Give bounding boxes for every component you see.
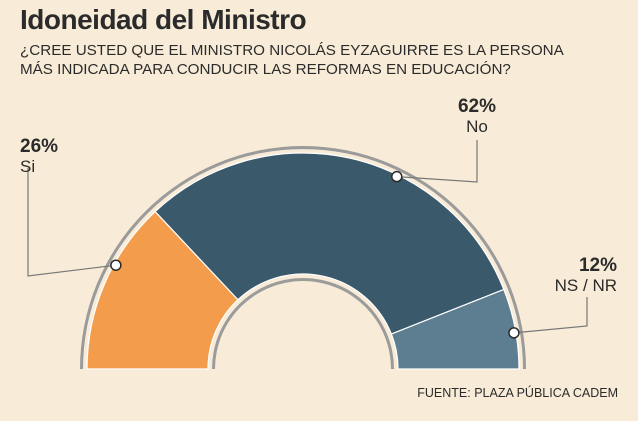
slice-no [154,152,505,335]
leader-line [513,297,588,334]
slice-marker [110,259,122,271]
slice-category-label: NS / NR [555,276,617,295]
slice-si [86,210,239,370]
source-note: FUENTE: PLAZA PÚBLICA CADEM [417,386,618,400]
leader-line [27,168,116,277]
slice-marker [508,327,520,339]
survey-question: ¿CREE USTED QUE EL MINISTRO NICOLÁS EYZA… [20,42,564,78]
slice-category-label: Si [20,157,35,176]
slice-category-label: No [466,117,488,136]
slice-value-label: 26% [20,136,58,157]
slice-ns-nr [390,288,520,370]
slice-value-label: 12% [579,255,617,276]
leader-line [396,140,478,183]
slice-marker [391,170,403,183]
slice-value-label: 62% [458,96,496,117]
chart-title: Idoneidad del Ministro [20,4,307,35]
